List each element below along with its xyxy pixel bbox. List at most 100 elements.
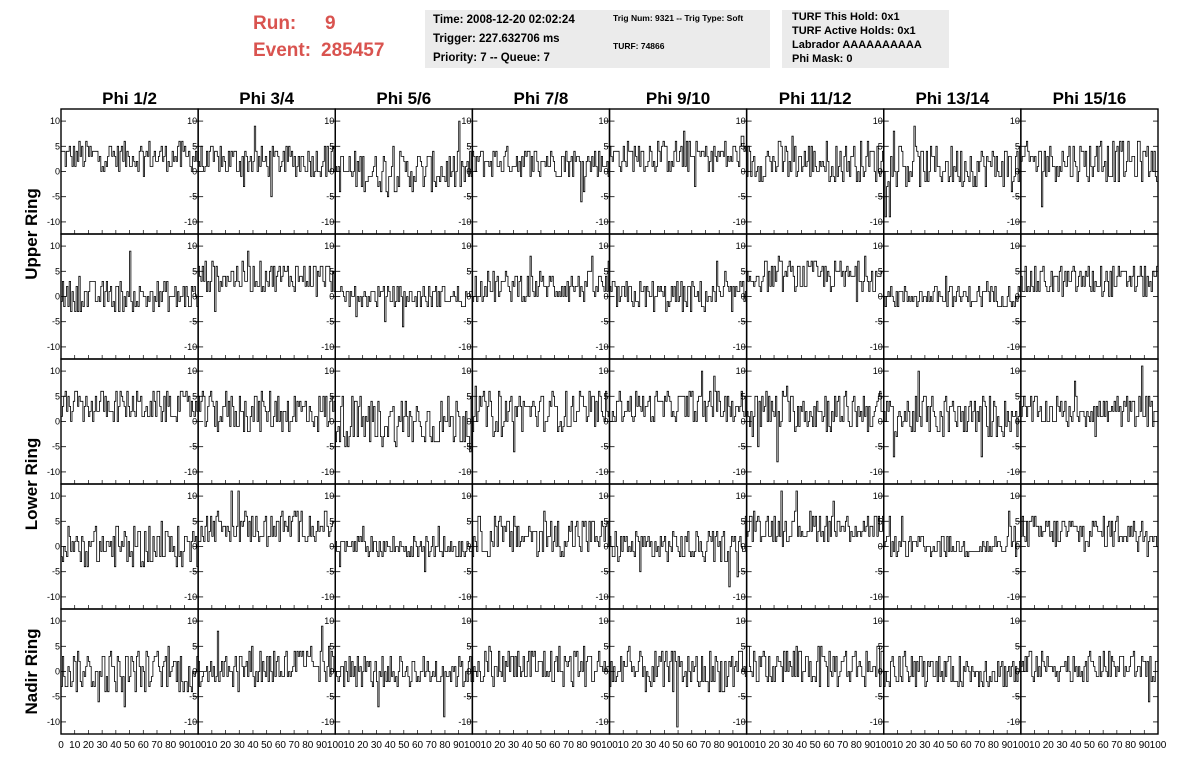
- y-tick-label: 10: [1010, 616, 1020, 626]
- y-tick-label: 0: [329, 292, 334, 302]
- y-tick-label: -10: [1007, 717, 1020, 727]
- y-tick-label: 5: [878, 391, 883, 401]
- x-tick-label: 80: [439, 740, 451, 751]
- y-tick-label: 0: [603, 542, 608, 552]
- x-tick-label: 20: [357, 740, 369, 751]
- waveform-trace: [61, 140, 199, 177]
- waveform-trace: [335, 285, 473, 328]
- x-tick-label: 90: [864, 740, 876, 751]
- y-tick-label: 10: [50, 616, 60, 626]
- y-tick-label: -5: [52, 442, 60, 452]
- waveform-panel: 10 5 0 -5 -10: [458, 233, 611, 360]
- y-tick-label: -5: [52, 692, 60, 702]
- waveform-trace: [746, 255, 884, 302]
- event-label: Event:: [253, 40, 312, 61]
- y-tick-label: 0: [603, 167, 608, 177]
- y-tick-label: 5: [55, 141, 60, 151]
- y-tick-label: -5: [463, 692, 471, 702]
- waveform-trace: [883, 650, 1021, 687]
- x-tick-label: 80: [714, 740, 726, 751]
- x-tick-label: 80: [988, 740, 1000, 751]
- x-tick-label: 70: [151, 740, 163, 751]
- x-tick-label: 60: [412, 740, 424, 751]
- y-tick-label: -5: [738, 192, 746, 202]
- waveform-panel: 10 5 0 -5 -10: [47, 358, 199, 485]
- x-tick-label: 40: [522, 740, 534, 751]
- y-tick-label: 0: [192, 667, 197, 677]
- y-tick-label: 10: [873, 241, 883, 251]
- y-tick-label: -5: [1012, 567, 1020, 577]
- y-tick-label: 5: [603, 141, 608, 151]
- x-tick-label: 10: [69, 740, 81, 751]
- x-tick-label: 10: [755, 740, 767, 751]
- y-tick-label: -10: [321, 592, 334, 602]
- y-tick-label: -5: [189, 692, 197, 702]
- x-tick-label: 100: [1013, 740, 1030, 751]
- waveform-trace: [746, 135, 884, 183]
- y-tick-label: 0: [741, 542, 746, 552]
- y-tick-label: 0: [1015, 542, 1020, 552]
- waveform-trace: [472, 385, 610, 453]
- y-tick-label: -5: [1012, 317, 1020, 327]
- y-tick-label: 5: [466, 266, 471, 276]
- waveform-panel: 10 5 0 -5 -10: [184, 483, 336, 610]
- waveform-panel: 10 5 0 -5 -10: [321, 108, 474, 235]
- run-event-block: Run: 9 Event: 285457: [253, 10, 384, 64]
- column-title: Phi 5/6: [376, 89, 431, 108]
- y-tick-label: -5: [189, 567, 197, 577]
- y-tick-label: 10: [461, 116, 471, 126]
- waveform-trace: [335, 395, 473, 453]
- y-tick-label: 10: [50, 116, 60, 126]
- waveform-panel: 10 5 0 -5 -10: [47, 483, 199, 610]
- waveform-panel: 10 5 0 -5 -10: [733, 608, 885, 735]
- panel-frame: [608, 108, 748, 235]
- y-tick-label: -5: [875, 192, 883, 202]
- y-tick-label: 0: [466, 167, 471, 177]
- column-title: Phi 3/4: [239, 89, 294, 108]
- waveform-trace: [472, 145, 610, 203]
- y-tick-label: 10: [598, 366, 608, 376]
- y-tick-label: -5: [600, 192, 608, 202]
- waveform-trace: [61, 250, 199, 313]
- x-tick-label: 90: [590, 740, 602, 751]
- x-tick-label: 30: [645, 740, 657, 751]
- y-tick-label: 10: [187, 616, 197, 626]
- waveform-trace: [746, 385, 884, 463]
- y-tick-label: -10: [184, 217, 197, 227]
- y-tick-label: 10: [461, 241, 471, 251]
- x-tick-label: 90: [316, 740, 328, 751]
- y-tick-label: 5: [466, 641, 471, 651]
- y-tick-label: 0: [603, 417, 608, 427]
- y-tick-label: -5: [189, 317, 197, 327]
- x-tick-label: 40: [659, 740, 671, 751]
- y-tick-label: 0: [192, 292, 197, 302]
- y-tick-label: 5: [741, 516, 746, 526]
- y-tick-label: 5: [329, 516, 334, 526]
- y-tick-label: 10: [1010, 116, 1020, 126]
- x-tick-label: 100: [327, 740, 344, 751]
- waveform-panel: 10 5 0 -5 -10: [321, 608, 474, 735]
- x-tick-label: 100: [738, 740, 755, 751]
- y-tick-label: -10: [458, 717, 471, 727]
- y-tick-label: 10: [873, 366, 883, 376]
- y-tick-label: 5: [192, 266, 197, 276]
- y-tick-label: -10: [184, 592, 197, 602]
- x-tick-label: 10: [618, 740, 630, 751]
- x-tick-label: 70: [837, 740, 849, 751]
- y-tick-label: 10: [461, 616, 471, 626]
- y-tick-label: -5: [326, 192, 334, 202]
- y-tick-label: 10: [1010, 366, 1020, 376]
- x-tick-label: 30: [782, 740, 794, 751]
- x-tick-label: 40: [385, 740, 397, 751]
- y-tick-label: -5: [600, 442, 608, 452]
- x-tick-label: 90: [1139, 740, 1151, 751]
- waveform-trace: [609, 130, 747, 188]
- x-tick-label: 50: [1084, 740, 1096, 751]
- waveform-panel: 10 5 0 -5 -10: [733, 233, 885, 360]
- y-tick-label: -5: [1012, 442, 1020, 452]
- column-title: Phi 1/2: [102, 89, 157, 108]
- waveform-trace: [1020, 140, 1158, 208]
- y-tick-label: 5: [192, 516, 197, 526]
- y-tick-label: -5: [463, 192, 471, 202]
- y-tick-label: -5: [875, 692, 883, 702]
